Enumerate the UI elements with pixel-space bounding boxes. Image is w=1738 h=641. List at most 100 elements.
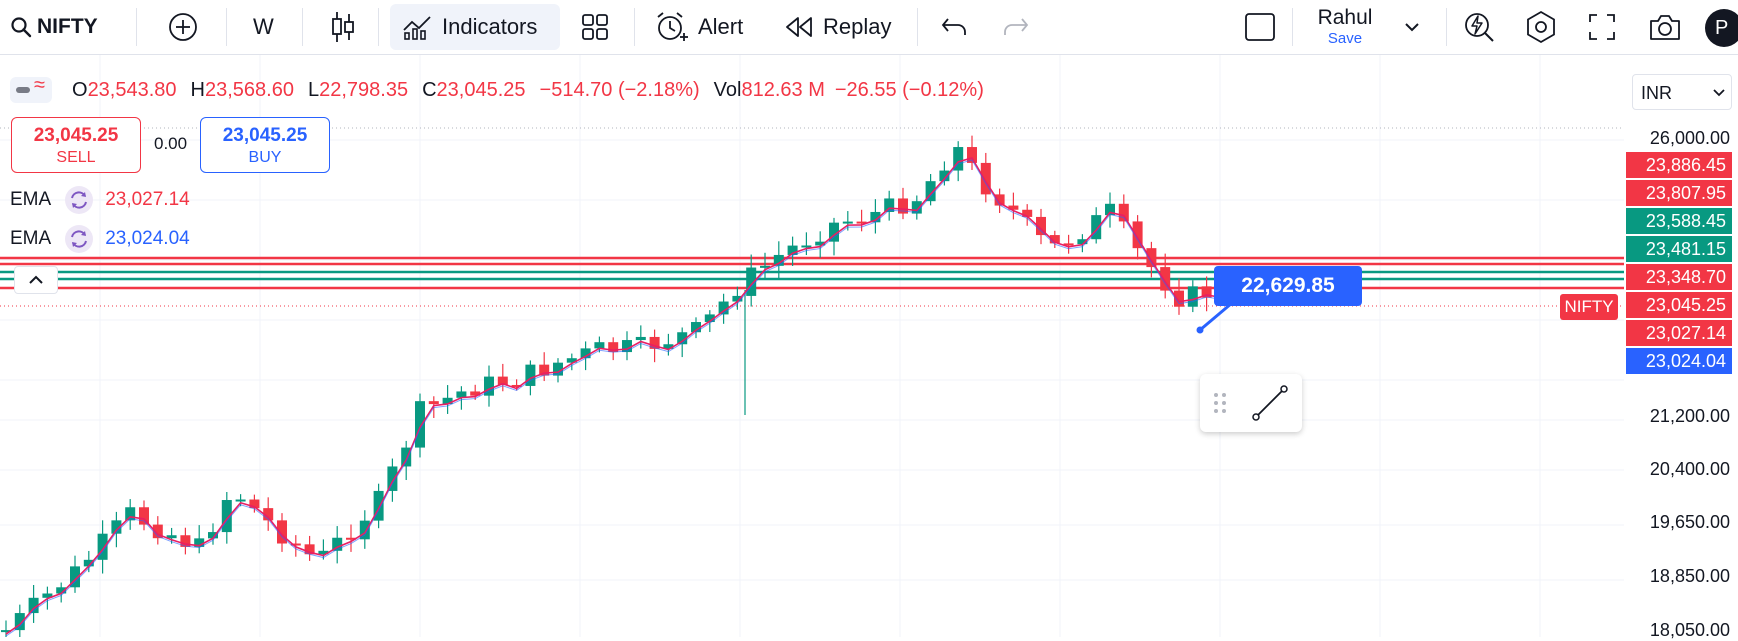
undo-button[interactable]	[940, 0, 968, 54]
plus-circle-icon	[169, 13, 197, 41]
ohlc-legend: ≈ O 23,543.80 H 23,568.60 L 22,798.35 C 23,0…	[10, 70, 998, 110]
candle-body	[980, 162, 991, 195]
change-value: −514.70 (−2.18%)	[539, 78, 700, 101]
replay-label: Replay	[823, 14, 892, 39]
candle-body	[1077, 239, 1088, 245]
price-axis-label: 21,200.00	[1649, 406, 1730, 426]
candle-body	[746, 267, 757, 296]
candle-body	[42, 593, 53, 598]
candle-body	[235, 499, 246, 502]
ema-row-2[interactable]: EMA 23,024.04	[10, 223, 190, 255]
interval-button[interactable]: W	[253, 0, 274, 54]
chevron-down-icon	[1405, 23, 1419, 32]
sell-price: 23,045.25	[33, 125, 119, 146]
legend-toggle[interactable]: ≈	[10, 74, 52, 103]
settings-button[interactable]	[1524, 0, 1558, 54]
ema-value: 23,024.04	[105, 228, 190, 249]
candle-body	[842, 221, 853, 224]
indicators-icon	[403, 16, 431, 40]
candle-body	[1022, 209, 1033, 217]
candle-body	[470, 391, 481, 396]
candle-body	[691, 322, 701, 333]
candle-body	[525, 364, 536, 386]
layout-toggle-button[interactable]	[1244, 0, 1276, 54]
drag-handle-icon[interactable]	[1212, 391, 1228, 415]
price-level-label: 23,807.95	[1626, 180, 1732, 206]
quick-search-button[interactable]	[1462, 0, 1496, 54]
ema-lines	[5, 157, 1221, 637]
candle-body	[760, 265, 770, 268]
compare-button[interactable]	[168, 0, 198, 54]
candle-body	[70, 566, 80, 588]
price-axis-label: 18,850.00	[1649, 566, 1730, 586]
divider	[226, 8, 227, 46]
candle-body	[387, 466, 398, 491]
refresh-icon[interactable]	[65, 225, 94, 253]
chart-type-button[interactable]	[330, 0, 356, 54]
ema-row-1[interactable]: EMA 23,027.14	[10, 184, 190, 216]
price-level-label: 23,481.15	[1626, 236, 1732, 262]
high-value: 23,568.60	[205, 78, 294, 101]
ema-line	[5, 159, 1221, 637]
chevron-up-icon	[29, 275, 43, 284]
candle-body	[456, 391, 467, 398]
candle-body	[994, 194, 1005, 206]
candle-body	[580, 348, 591, 359]
candle-body	[28, 597, 39, 614]
redo-button[interactable]	[1002, 0, 1030, 54]
undo-icon	[941, 18, 966, 35]
divider	[1292, 8, 1293, 46]
trend-line-anchor	[1196, 326, 1204, 334]
square-icon	[1245, 13, 1275, 41]
drawing-price-label[interactable]: 22,629.85	[1214, 266, 1362, 306]
fullscreen-button[interactable]	[1588, 0, 1616, 54]
open-key: O	[72, 78, 88, 101]
candle-body	[925, 181, 936, 202]
interval-label: W	[253, 14, 274, 39]
layout-name[interactable]: Rahul Save	[1300, 6, 1390, 48]
layouts-button[interactable]	[581, 0, 609, 54]
price-axis-label: 19,650.00	[1649, 512, 1730, 532]
publish-avatar[interactable]: P	[1705, 9, 1738, 47]
sell-label: SELL	[56, 149, 96, 166]
price-axis[interactable]: 26,000.00 21,200.00 20,400.00 19,650.00 18,8…	[1624, 110, 1738, 640]
floating-drawing-toolbar[interactable]	[1200, 374, 1302, 432]
trend-line-icon[interactable]	[1250, 383, 1290, 423]
candlestick-icon	[332, 12, 354, 42]
candle-body	[1, 630, 11, 633]
symbol-search[interactable]: NIFTY	[10, 0, 98, 54]
candle-body	[290, 543, 301, 546]
candle-body	[911, 201, 922, 214]
candle-body	[1049, 235, 1060, 244]
collapse-legend-button[interactable]	[14, 266, 58, 294]
save-label[interactable]: Save	[1327, 30, 1363, 47]
sell-button[interactable]: 23,045.25 SELL	[11, 117, 141, 173]
alert-button[interactable]: Alert	[654, 0, 743, 54]
candle-body	[442, 397, 453, 405]
indicators-button[interactable]: Indicators	[390, 4, 560, 50]
candle-body	[677, 332, 688, 345]
candle-body	[139, 507, 149, 525]
fullscreen-icon	[1589, 14, 1615, 40]
trend-line	[1199, 301, 1233, 332]
currency-select[interactable]: INR	[1632, 74, 1732, 110]
low-key: L	[307, 78, 320, 101]
ema-label: EMA	[10, 228, 52, 249]
snapshot-button[interactable]	[1648, 0, 1682, 54]
candle-body	[56, 587, 67, 594]
ema-line	[5, 157, 1221, 635]
buy-button[interactable]: 23,045.25 BUY	[200, 117, 330, 173]
candle-body	[208, 532, 218, 539]
symbol-name: NIFTY	[37, 15, 98, 38]
refresh-icon[interactable]	[65, 186, 94, 214]
candle-body	[566, 358, 577, 363]
candle-body	[856, 221, 867, 224]
replay-button[interactable]: Replay	[785, 0, 891, 54]
candle-body	[111, 520, 122, 534]
spread-value: 0.00	[154, 134, 188, 153]
candle-body	[194, 538, 205, 547]
close-key: C	[422, 78, 437, 101]
candle-body	[1063, 243, 1074, 246]
price-level-label: 23,024.04	[1626, 348, 1732, 374]
layout-menu-button[interactable]	[1404, 0, 1420, 54]
